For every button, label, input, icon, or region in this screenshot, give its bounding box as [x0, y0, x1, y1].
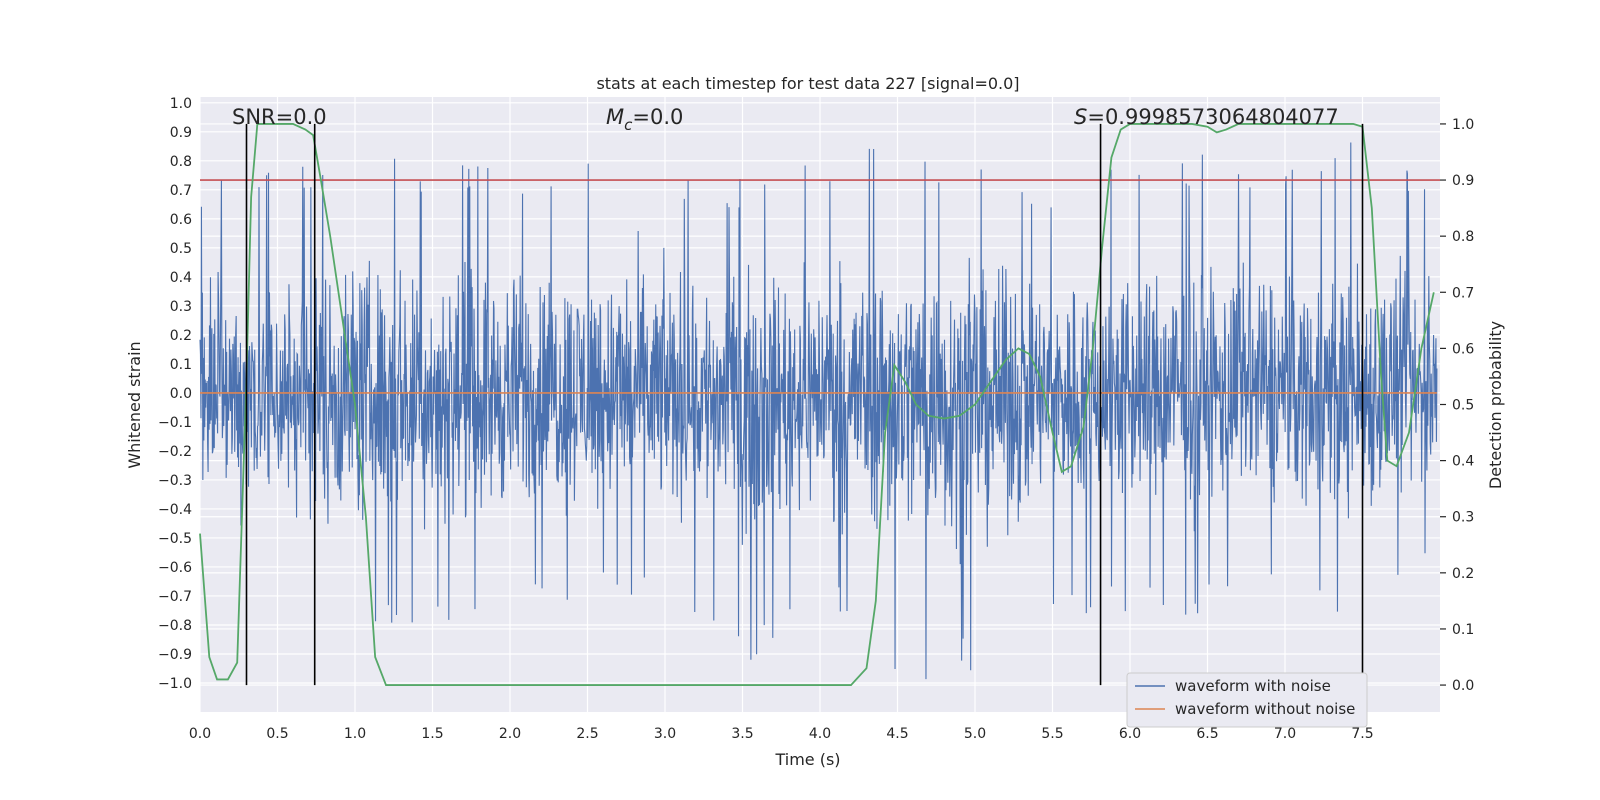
y-tick-label: 0.6	[170, 212, 192, 228]
y-tick-label: 0.4	[170, 270, 192, 286]
x-tick-label: 2.5	[576, 726, 598, 742]
chirp-mass-annotation: Mc=0.0	[606, 105, 683, 134]
x-tick-label: 5.0	[964, 726, 986, 742]
s-value: =0.9998573064804077	[1087, 105, 1338, 129]
y-tick-label: −0.9	[158, 647, 192, 663]
y-tick-label: 0.2	[170, 328, 192, 344]
y-tick-label: −0.5	[158, 531, 192, 547]
y-tick-label: −0.4	[158, 502, 192, 518]
x-tick-label: 2.0	[499, 726, 521, 742]
y2-tick-label: 0.6	[1452, 341, 1474, 357]
y-tick-label: −0.6	[158, 560, 192, 576]
legend-box	[1126, 672, 1368, 728]
y-tick-label: −0.1	[158, 415, 192, 431]
y-tick-label: 0.8	[170, 154, 192, 170]
y2-axis-label: Detection probability	[1486, 321, 1505, 489]
y2-tick-label: 0.4	[1452, 454, 1474, 470]
y2-tick-label: 0.1	[1452, 622, 1474, 638]
x-axis-label: Time (s)	[774, 750, 840, 769]
y2-tick-label: 0.2	[1452, 566, 1474, 582]
y-tick-label: 0.1	[170, 357, 192, 373]
x-tick-label: 0.0	[189, 726, 211, 742]
y-tick-label: 1.0	[170, 96, 192, 112]
x-tick-label: 7.5	[1351, 726, 1373, 742]
chart-title: stats at each timestep for test data 227…	[596, 74, 1019, 93]
annotations: SNR=0.0 Mc=0.0 S=0.9998573064804077	[232, 105, 1339, 134]
y-axis-label: Whitened strain	[125, 341, 144, 468]
y2-tick-label: 0.8	[1452, 229, 1474, 245]
y-tick-label: −0.7	[158, 589, 192, 605]
x-tick-label: 1.0	[344, 726, 366, 742]
noise-trace	[199, 142, 1438, 680]
legend-label-noise: waveform with noise	[1175, 677, 1331, 695]
legend-label-clean: waveform without noise	[1175, 700, 1355, 718]
y2-axis-ticks: 0.0 0.1 0.2 0.3 0.4 0.5 0.6 0.7 0.8 0.9 1.0	[1440, 117, 1474, 694]
mc-symbol: M	[606, 105, 624, 129]
x-tick-label: 7.0	[1274, 726, 1296, 742]
y2-tick-label: 0.3	[1452, 510, 1474, 526]
y-tick-label: 0.5	[170, 241, 192, 257]
y-axis-ticks: −1.0 −0.9 −0.8 −0.7 −0.6 −0.5 −0.4 −0.3 −0.2 −0.1…	[158, 96, 192, 692]
x-tick-label: 0.5	[266, 726, 288, 742]
y-tick-label: −1.0	[158, 676, 192, 692]
s-symbol: S	[1074, 105, 1087, 129]
y2-tick-label: 0.7	[1452, 285, 1474, 301]
snr-annotation: SNR=0.0	[232, 105, 327, 129]
mc-subscript: c	[624, 116, 633, 134]
x-tick-label: 3.0	[654, 726, 676, 742]
x-tick-label: 4.5	[886, 726, 908, 742]
legend: waveform with noise waveform without noi…	[1126, 672, 1368, 728]
x-tick-label: 5.5	[1041, 726, 1063, 742]
y2-tick-label: 0.9	[1452, 173, 1474, 189]
x-tick-label: 3.5	[731, 726, 753, 742]
y2-tick-label: 0.5	[1452, 398, 1474, 414]
y-tick-label: −0.3	[158, 473, 192, 489]
x-tick-label: 6.0	[1119, 726, 1141, 742]
x-tick-label: 1.5	[421, 726, 443, 742]
y-tick-label: −0.8	[158, 618, 192, 634]
event-markers	[245, 123, 1364, 686]
mc-value: =0.0	[632, 105, 683, 129]
x-axis-ticks: 0.0 0.5 1.0 1.5 2.0 2.5 3.0 3.5 4.0 4.5 5.0 5.5 6.0 6…	[189, 726, 1374, 742]
y-tick-label: 0.9	[170, 125, 192, 141]
y-tick-label: −0.2	[158, 444, 192, 460]
y-tick-label: 0.7	[170, 183, 192, 199]
series-detection-probability	[199, 123, 1435, 686]
x-tick-label: 4.0	[809, 726, 831, 742]
y2-tick-label: 1.0	[1452, 117, 1474, 133]
y2-tick-label: 0.0	[1452, 678, 1474, 694]
y-tick-label: 0.0	[170, 386, 192, 402]
y-tick-label: 0.3	[170, 299, 192, 315]
x-tick-label: 6.5	[1196, 726, 1218, 742]
probability-trace	[199, 123, 1435, 686]
series-waveform-with-noise	[199, 142, 1438, 680]
score-annotation: S=0.9998573064804077	[1074, 105, 1339, 129]
